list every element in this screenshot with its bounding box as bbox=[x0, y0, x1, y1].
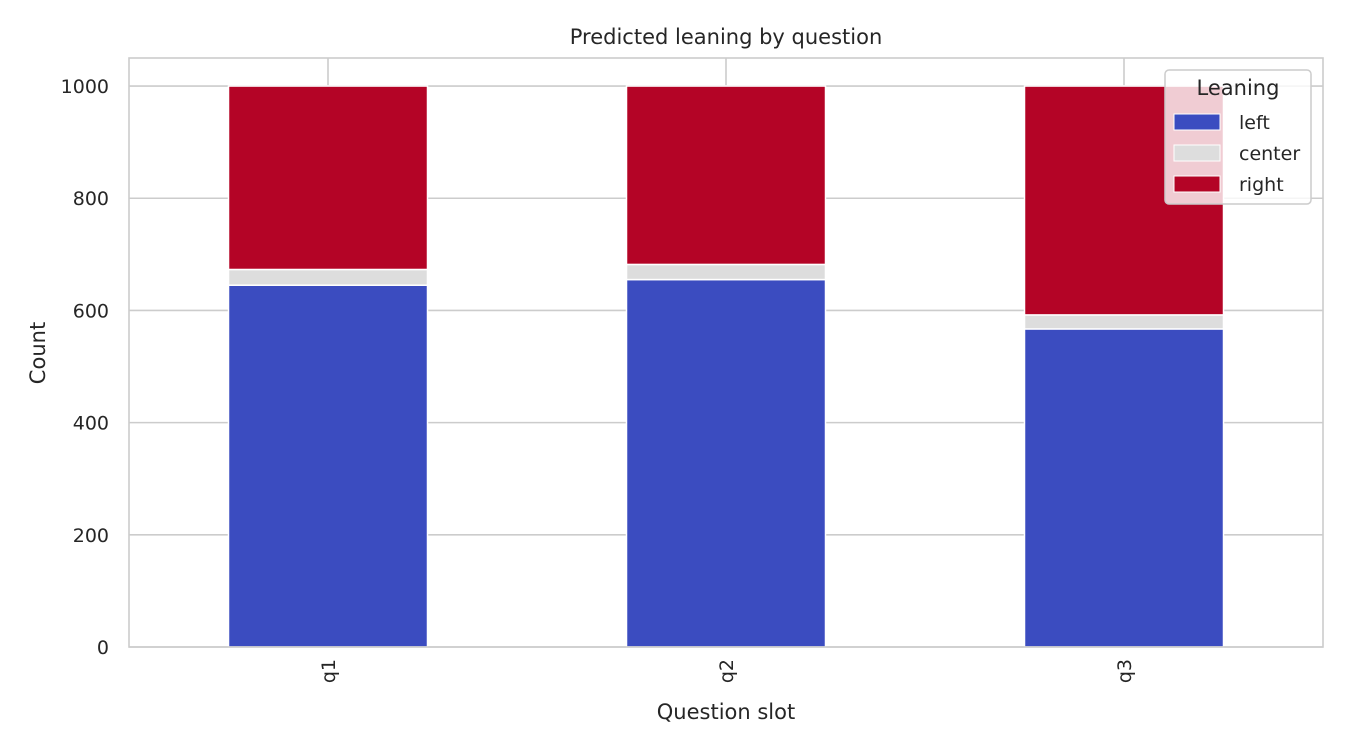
legend-title: Leaning bbox=[1197, 76, 1280, 100]
y-tick-labels: 0 200 400 600 800 1000 bbox=[61, 76, 109, 659]
legend-swatch-center bbox=[1173, 144, 1221, 162]
y-tick-label: 0 bbox=[97, 637, 109, 659]
bar-q3-left bbox=[1023, 328, 1225, 648]
x-tick-label: q3 bbox=[1114, 659, 1136, 683]
y-tick-label: 800 bbox=[73, 188, 109, 210]
bar-q2-left bbox=[625, 278, 827, 648]
x-tick-label: q1 bbox=[318, 659, 340, 683]
bar-q1-left bbox=[227, 284, 429, 648]
x-axis-label: Question slot bbox=[657, 700, 795, 724]
legend-swatch-right bbox=[1173, 175, 1221, 193]
legend-label-left: left bbox=[1239, 112, 1270, 134]
bar-q2-center bbox=[625, 263, 827, 281]
y-tick-label: 600 bbox=[73, 300, 109, 322]
bar-q1-center bbox=[227, 268, 429, 286]
legend-swatch-left bbox=[1173, 113, 1221, 131]
x-tick-labels: q1 q2 q3 bbox=[318, 659, 1136, 683]
plot-frame bbox=[128, 57, 1324, 648]
y-tick-label: 400 bbox=[73, 413, 109, 435]
legend-box bbox=[1164, 69, 1312, 205]
y-axis-label: Count bbox=[26, 322, 50, 384]
x-tick-label: q2 bbox=[716, 659, 738, 683]
bar-q1-right bbox=[227, 85, 429, 271]
legend-label-right: right bbox=[1239, 174, 1284, 196]
bar-q2-right bbox=[625, 85, 827, 266]
bar-q3-center bbox=[1023, 314, 1225, 330]
legend-items: left center right bbox=[1173, 112, 1300, 196]
y-tick-label: 200 bbox=[73, 525, 109, 547]
chart-title: Predicted leaning by question bbox=[570, 25, 883, 49]
legend-label-center: center bbox=[1239, 143, 1300, 165]
y-tick-label: 1000 bbox=[61, 76, 109, 98]
legend: Leaning left center right bbox=[1164, 69, 1312, 205]
bars bbox=[227, 85, 1225, 648]
